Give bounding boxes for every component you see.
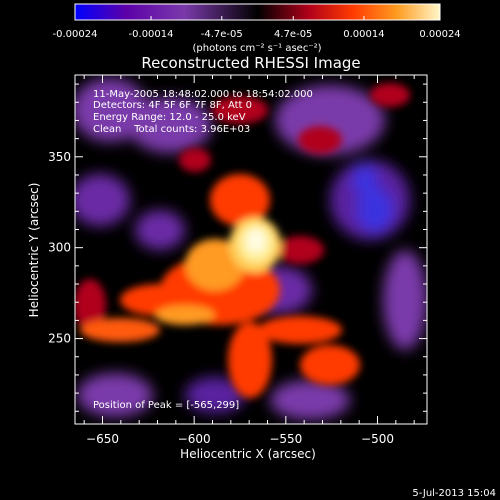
y-tick-label: 350 xyxy=(48,150,71,164)
image-panel xyxy=(75,75,427,424)
colorbar-units-label: (photons cm⁻² s⁻¹ asec⁻²) xyxy=(192,43,321,54)
colorbar-tick-label: 0.00024 xyxy=(419,29,460,40)
clean-counts-text: Clean Total counts: 3.96E+03 xyxy=(93,124,250,135)
peak-position-text: Position of Peak = [-565,299] xyxy=(93,400,239,411)
colorbar: -0.00024 -0.00014 -4.7e-05 4.7e-05 0.00014 0.… xyxy=(53,3,461,54)
y-axis-label: Heliocentric Y (arcsec) xyxy=(27,183,41,318)
colorbar-tick-label: 4.7e-05 xyxy=(274,29,312,40)
image-frame xyxy=(74,74,428,425)
x-tick-label: −550 xyxy=(269,432,302,446)
colorbar-tick-labels: -0.00024 -0.00014 -4.7e-05 4.7e-05 0.00014 0.… xyxy=(53,29,461,40)
y-tick-label: 300 xyxy=(48,241,71,255)
colorbar-tick-label: -4.7e-05 xyxy=(201,29,243,40)
annotations: 11-May-2005 18:48:02.000 to 18:54:02.000… xyxy=(93,89,313,411)
plot-title: Reconstructed RHESSI Image xyxy=(141,54,360,72)
x-tick-label: −600 xyxy=(178,432,211,446)
time-range-text: 11-May-2005 18:48:02.000 to 18:54:02.000 xyxy=(93,89,313,100)
x-tick-label: −650 xyxy=(86,432,119,446)
x-tick-label: −500 xyxy=(361,432,394,446)
colorbar-frame xyxy=(74,3,441,21)
footer-date: 5-Jul-2013 15:04 xyxy=(412,488,496,499)
colorbar-tick-label: 0.00014 xyxy=(343,29,384,40)
x-axis: −650 −600 −550 −500 xyxy=(83,75,415,446)
x-axis-label: Heliocentric X (arcsec) xyxy=(180,447,316,461)
detectors-text: Detectors: 4F 5F 6F 7F 8F, Att 0 xyxy=(93,100,252,111)
colorbar-tick-label: -0.00024 xyxy=(53,29,98,40)
colorbar-gradient xyxy=(75,4,440,20)
y-axis: 250 300 350 xyxy=(48,83,427,412)
y-tick-label: 250 xyxy=(48,332,71,346)
energy-range-text: Energy Range: 12.0 - 25.0 keV xyxy=(93,112,246,123)
image-emission-layer xyxy=(75,83,410,398)
colorbar-ticks xyxy=(74,16,441,20)
colorbar-tick-label: -0.00014 xyxy=(129,29,174,40)
